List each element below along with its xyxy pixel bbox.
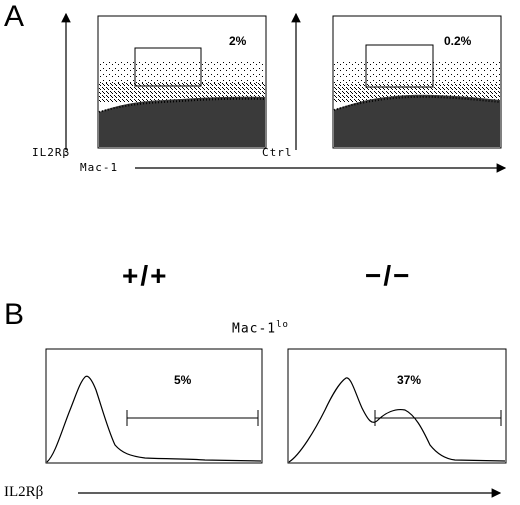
histogram-left bbox=[45, 348, 263, 464]
dense-population-right bbox=[334, 94, 500, 147]
genotype-knockout: −/− bbox=[365, 260, 412, 291]
dot-plot-left bbox=[97, 15, 267, 149]
histogram-curve-right bbox=[288, 377, 506, 463]
hist-percent-right: 37% bbox=[397, 373, 422, 387]
panel-b-letter: B bbox=[4, 298, 25, 331]
dense-population-left bbox=[99, 96, 265, 147]
gate-percent-right: 0.2% bbox=[444, 34, 472, 48]
panel-a-letter: A bbox=[4, 0, 25, 33]
gate-title-sup: lo bbox=[276, 320, 289, 330]
gate-box-left bbox=[134, 47, 202, 87]
genotype-wildtype: +/+ bbox=[122, 260, 169, 291]
gate-title-text: Mac-1 bbox=[232, 321, 277, 337]
hist-percent-left: 5% bbox=[174, 373, 192, 387]
histogram-right bbox=[287, 348, 507, 464]
x-label-a: Mac-1 bbox=[80, 161, 119, 174]
dot-plot-right bbox=[332, 15, 502, 149]
gate-percent-left: 2% bbox=[229, 34, 247, 48]
histogram-curve-left bbox=[46, 375, 262, 463]
y-label-left: IL2Rβ bbox=[32, 146, 71, 159]
gate-box-right bbox=[365, 44, 434, 88]
gate-title: Mac-1lo bbox=[232, 320, 289, 336]
y-label-right: Ctrl bbox=[262, 146, 293, 159]
x-label-b: IL2Rβ bbox=[4, 484, 44, 500]
